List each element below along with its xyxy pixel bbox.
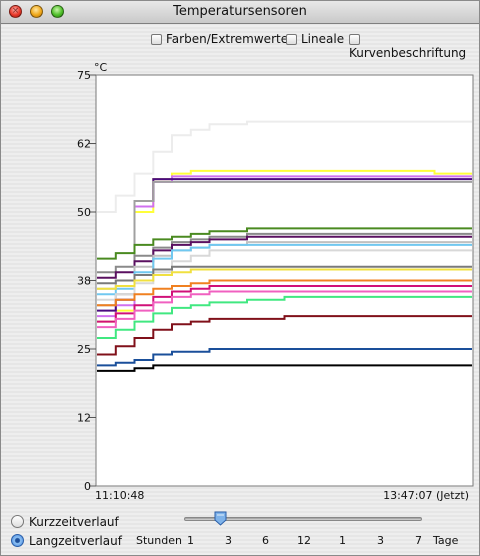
y-tick-label: 0 [84, 480, 91, 491]
y-tick-label: 62 [77, 138, 91, 151]
rulers-checkbox[interactable] [286, 34, 297, 45]
rulers-label: Lineale [301, 32, 344, 46]
hours-label: Stunden [136, 534, 182, 547]
window-title: Temperatursensoren [1, 4, 479, 19]
colors-label: Farben/Extremwerte [166, 32, 288, 46]
end-time-label: 13:47:07 (Jetzt) [383, 489, 469, 502]
y-tick-label: 50 [77, 206, 91, 219]
temperature-chart: °C 75 62 50 38 25 12 0 [1, 61, 480, 491]
range-tick: 3 [225, 534, 232, 547]
y-tick-label: 25 [77, 343, 91, 356]
rulers-checkbox-row[interactable]: Lineale [286, 32, 344, 46]
y-tick-label: 38 [77, 275, 91, 288]
colors-checkbox-row[interactable]: Farben/Extremwerte [151, 32, 288, 46]
range-tick: 12 [297, 534, 311, 547]
y-tick-label: 12 [77, 412, 91, 425]
title-bar[interactable]: × Temperatursensoren [1, 1, 479, 24]
range-tick: 1 [339, 534, 346, 547]
curve-labels-checkbox-row[interactable]: Kurvenbeschriftung [349, 32, 479, 60]
y-unit-label: °C [94, 61, 108, 74]
short-term-label: Kurzzeitverlauf [29, 515, 119, 529]
long-term-radio[interactable] [11, 534, 24, 547]
colors-checkbox[interactable] [151, 34, 162, 45]
y-tick-label: 75 [77, 69, 91, 82]
short-term-radio-row[interactable]: Kurzzeitverlauf [11, 515, 119, 529]
days-label: Tage [433, 534, 458, 547]
long-term-radio-row[interactable]: Langzeitverlauf [11, 534, 122, 548]
range-tick: 6 [262, 534, 269, 547]
time-range-slider-thumb[interactable] [214, 511, 227, 526]
range-tick: 3 [377, 534, 384, 547]
curve-labels-checkbox[interactable] [349, 34, 360, 45]
curve-labels-label: Kurvenbeschriftung [349, 46, 466, 60]
range-tick: 7 [415, 534, 422, 547]
start-time-label: 11:10:48 [95, 489, 144, 502]
short-term-radio[interactable] [11, 515, 24, 528]
range-tick: 1 [187, 534, 194, 547]
long-term-label: Langzeitverlauf [29, 534, 122, 548]
